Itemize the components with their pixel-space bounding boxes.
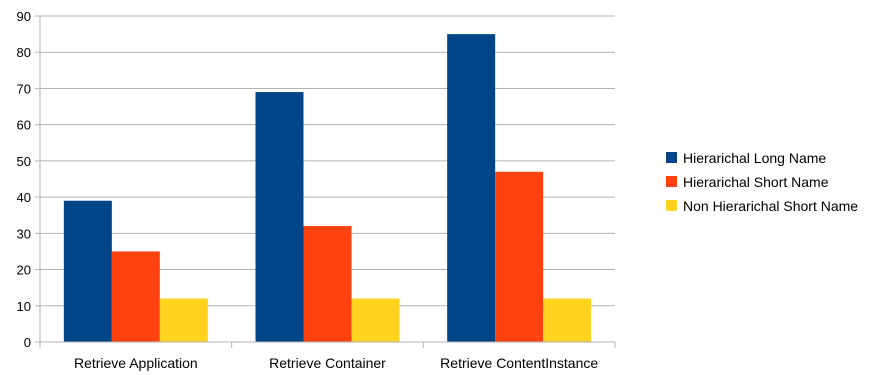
y-tick-label: 0 xyxy=(24,335,31,350)
y-tick-label: 90 xyxy=(17,9,31,24)
legend-label: Hierarichal Short Name xyxy=(683,174,829,190)
bar xyxy=(543,298,592,342)
x-category-label: Retrieve ContentInstance xyxy=(440,355,598,371)
y-axis-ticks: 0 10 20 30 40 50 60 70 80 90 xyxy=(17,9,40,350)
bar xyxy=(447,34,496,342)
x-category-label: Retrieve Container xyxy=(269,355,386,371)
bar xyxy=(303,226,352,342)
bar xyxy=(255,92,304,342)
legend-swatch xyxy=(666,176,677,187)
bar xyxy=(351,298,400,342)
y-tick-label: 50 xyxy=(17,154,31,169)
bar xyxy=(111,251,160,342)
axes xyxy=(39,16,616,348)
bar xyxy=(63,200,112,342)
y-tick-label: 70 xyxy=(17,81,31,96)
x-axis-labels: Retrieve Application Retrieve Container Re… xyxy=(74,355,598,371)
bar xyxy=(495,171,544,342)
y-tick-label: 30 xyxy=(17,226,31,241)
y-tick-label: 10 xyxy=(17,299,31,314)
x-category-label: Retrieve Application xyxy=(74,355,198,371)
bars xyxy=(63,34,592,342)
y-tick-label: 80 xyxy=(17,45,31,60)
bar xyxy=(159,298,208,342)
y-tick-label: 20 xyxy=(17,263,31,278)
legend: Hierarichal Long Name Hierarichal Short N… xyxy=(666,150,858,214)
y-tick-label: 40 xyxy=(17,190,31,205)
legend-swatch xyxy=(666,152,677,163)
legend-label: Non Hierarichal Short Name xyxy=(683,198,858,214)
y-tick-label: 60 xyxy=(17,118,31,133)
legend-swatch xyxy=(666,200,677,211)
legend-label: Hierarichal Long Name xyxy=(683,150,826,166)
